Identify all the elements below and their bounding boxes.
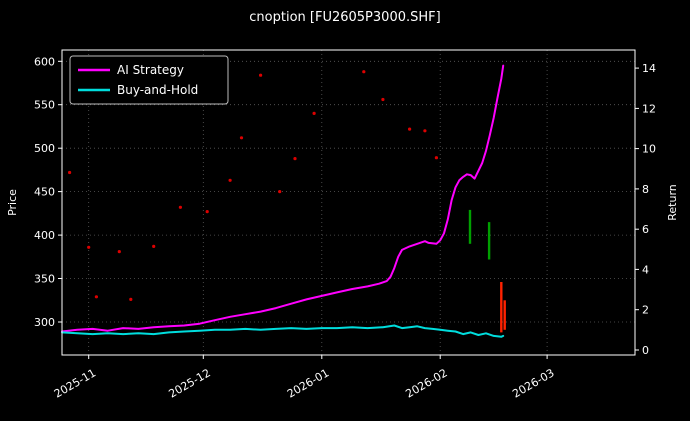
svg-text:2: 2 [642,304,649,317]
svg-text:6: 6 [642,223,649,236]
svg-text:0: 0 [642,344,649,357]
svg-text:2026-01: 2026-01 [285,366,331,400]
svg-text:2026-02: 2026-02 [403,366,449,400]
svg-text:2026-03: 2026-03 [510,366,556,400]
y-axis-right-ticks: 0 2 4 6 8 10 12 14 [635,62,656,357]
svg-text:450: 450 [34,186,55,199]
chart-title: cnoption [FU2605P3000.SHF] [249,10,441,25]
trade-bars [468,209,506,333]
svg-text:500: 500 [34,142,55,155]
svg-text:550: 550 [34,99,55,112]
y-axis-left-label: Price [6,189,19,216]
svg-text:Buy-and-Hold: Buy-and-Hold [117,83,198,97]
plot-border [61,49,636,356]
series-ai-strategy-line [61,64,505,333]
svg-text:400: 400 [34,229,55,242]
svg-text:300: 300 [34,316,55,329]
svg-text:14: 14 [642,62,656,75]
svg-text:350: 350 [34,273,55,286]
legend: AI Strategy Buy-and-Hold [69,55,229,105]
svg-text:2025-12: 2025-12 [166,366,212,400]
svg-text:2025-11: 2025-11 [52,366,98,400]
signal-scatter [68,70,438,301]
series-buy-and-hold-line [61,324,505,338]
grid [62,50,635,355]
svg-text:AI Strategy: AI Strategy [117,63,184,77]
svg-text:600: 600 [34,55,55,68]
svg-text:8: 8 [642,183,649,196]
svg-text:4: 4 [642,263,649,276]
y-axis-right-label: Return [666,184,679,221]
y-axis-left-ticks: 300 350 400 450 500 550 600 [34,55,62,329]
svg-text:10: 10 [642,143,656,156]
svg-text:12: 12 [642,102,656,115]
x-axis-ticks: 2025-11 2025-12 2026-01 2026-02 2026-03 [52,355,557,401]
